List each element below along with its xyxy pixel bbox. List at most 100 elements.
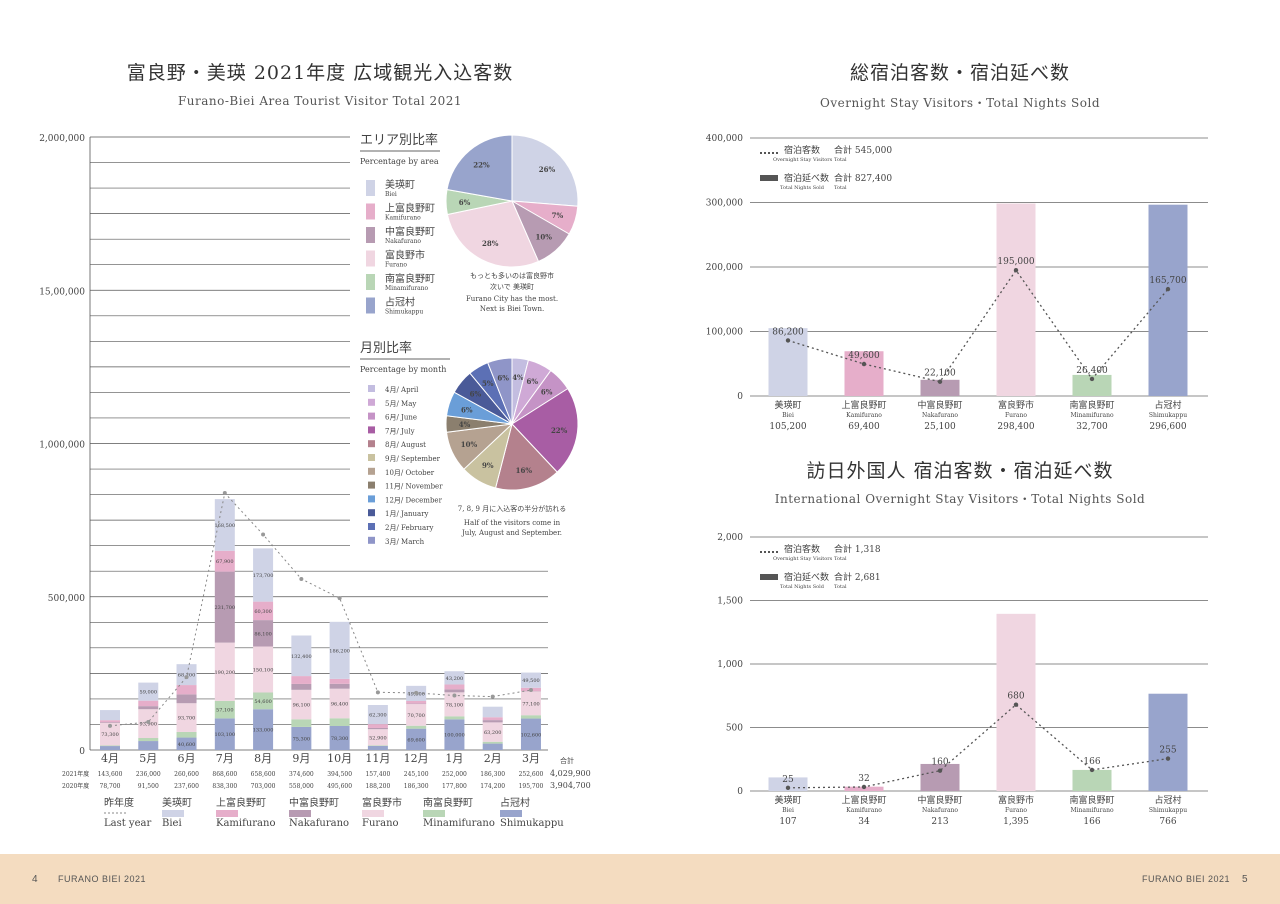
last-year-point [108,723,112,728]
value-2021: 143,600 [98,771,123,778]
bar-segment [100,722,120,746]
legend-swatch [216,810,238,817]
month-pie-note: Half of the visitors come in [464,519,561,527]
bar-segment [367,729,388,746]
area-pie-note: 次いで 美瑛町 [490,282,534,291]
intl-legend-label-en: Overnight Stay Visitors [773,556,833,562]
last-year-point [490,694,495,699]
last-year-point [261,532,266,537]
intl-legend-total: 合計 2,681 [834,571,881,583]
right-page-number: 5 [1242,874,1249,885]
bar-segment [482,706,503,718]
segment-label: 57,100 [216,708,234,714]
segment-label: 168,500 [214,523,235,529]
month-pie-note: July, August and September. [461,529,562,537]
area-pie-slice-label: 6% [459,198,471,207]
intl-category-label: 美瑛町 [774,794,801,806]
segment-label: 54,600 [254,699,272,705]
intl-line-value: 680 [1007,692,1024,702]
intl-bar-value: 166 [1083,817,1100,827]
month-legend-label: 10月/ October [385,469,435,477]
segment-label: 59,000 [140,690,158,696]
bar-segment [444,716,465,720]
month-pie-slice-label: 4% [459,420,471,429]
total-2020: 3,904,700 [550,781,591,790]
overnight-legend-total: 合計 827,400 [834,172,892,184]
bar-segment [367,724,388,728]
month-label: 3月 [522,752,540,765]
area-legend-label: 美瑛町 [385,178,415,191]
overnight-y-tick: 300,000 [706,199,743,209]
segment-label: 186,200 [329,648,350,654]
segment-label: 60,300 [254,609,272,615]
bar-segment [138,737,159,742]
bar-segment [520,715,541,719]
value-2020: 558,000 [289,783,314,790]
bar-segment [444,719,465,750]
overnight-line-value: 195,000 [997,257,1034,267]
value-2021: 252,600 [519,771,544,778]
overnight-legend-total: 合計 545,000 [834,144,892,156]
bar-segment [214,499,235,551]
area-pie-slice [511,134,579,207]
legend-label-en: Shimukappu [500,818,564,829]
intl-line-value: 166 [1083,757,1100,767]
bar-segment [253,692,274,710]
overnight-category-label-en: Biei [782,412,794,419]
bar-segment [291,719,312,727]
intl-bar-value: 34 [858,817,870,827]
legend-label-en: Biei [162,818,182,829]
month-label: 4月 [101,752,119,765]
intl-line-value: 160 [931,758,948,768]
area-pie-note: Furano City has the most. [466,295,558,303]
segment-label: 62,300 [369,713,387,719]
month-pie-slice-label: 6% [497,373,509,382]
area-legend-label: 中富良野町 [385,225,435,238]
month-label: 11月 [365,752,390,765]
last-year-line [109,492,532,727]
intl-legend-bar-swatch [760,574,778,580]
bar-segment [253,620,274,647]
overnight-chart-title: 総宿泊客数・宿泊延べ数 [849,62,1070,84]
last-year-point [222,491,227,496]
overnight-legend-label: 宿泊延べ数 [784,172,829,184]
area-legend-swatch [366,297,375,314]
legend-label-en: Nakafurano [289,818,349,829]
value-2021: 236,000 [136,771,161,778]
overnight-line-value: 49,600 [848,351,880,361]
legend-label-jp: 昨年度 [104,796,134,809]
intl-y-tick: 0 [737,787,743,797]
intl-legend-label: 宿泊延べ数 [784,571,829,583]
overnight-bar-value: 298,400 [997,422,1034,432]
legend-label-en: Minamifurano [423,818,495,829]
bar-segment [444,689,465,693]
month-label: 7月 [216,752,234,765]
left-chart-subtitle: Furano-Biei Area Tourist Visitor Total 2… [177,94,463,108]
bar-segment [406,704,427,726]
month-pie-slice [511,387,579,473]
month-pie-slice-label: 6% [541,387,553,396]
value-2020: 177,800 [442,783,467,790]
intl-category-label-en: Shimukappu [1149,807,1187,814]
value-2021: 186,300 [480,771,505,778]
month-legend-swatch [368,523,375,530]
last-year-point [414,690,419,695]
bar-segment [291,676,312,684]
month-label: 5月 [139,752,157,765]
bar-segment [138,700,159,707]
intl-line-point [1013,702,1019,707]
segment-label: 43,200 [446,676,464,682]
value-2021: 374,600 [289,771,314,778]
overnight-legend-total-en: Total [834,185,847,191]
legend-label-jp: 富良野市 [362,796,402,809]
legend-label-jp: 占冠村 [500,796,530,809]
overnight-category-label: 占冠村 [1154,399,1181,411]
area-legend-label-en: Nakafurano [385,238,421,245]
month-legend-label: 9月/ September [385,455,441,463]
bar-segment [367,727,388,730]
month-label: 12月 [404,752,429,765]
segment-label: 93,900 [140,722,158,728]
overnight-line-point [861,361,867,367]
overnight-category-label-en: Minamifurano [1070,412,1114,419]
left-chart-title: 富良野・美瑛 2021年度 広域観光入込客数 [126,62,514,84]
